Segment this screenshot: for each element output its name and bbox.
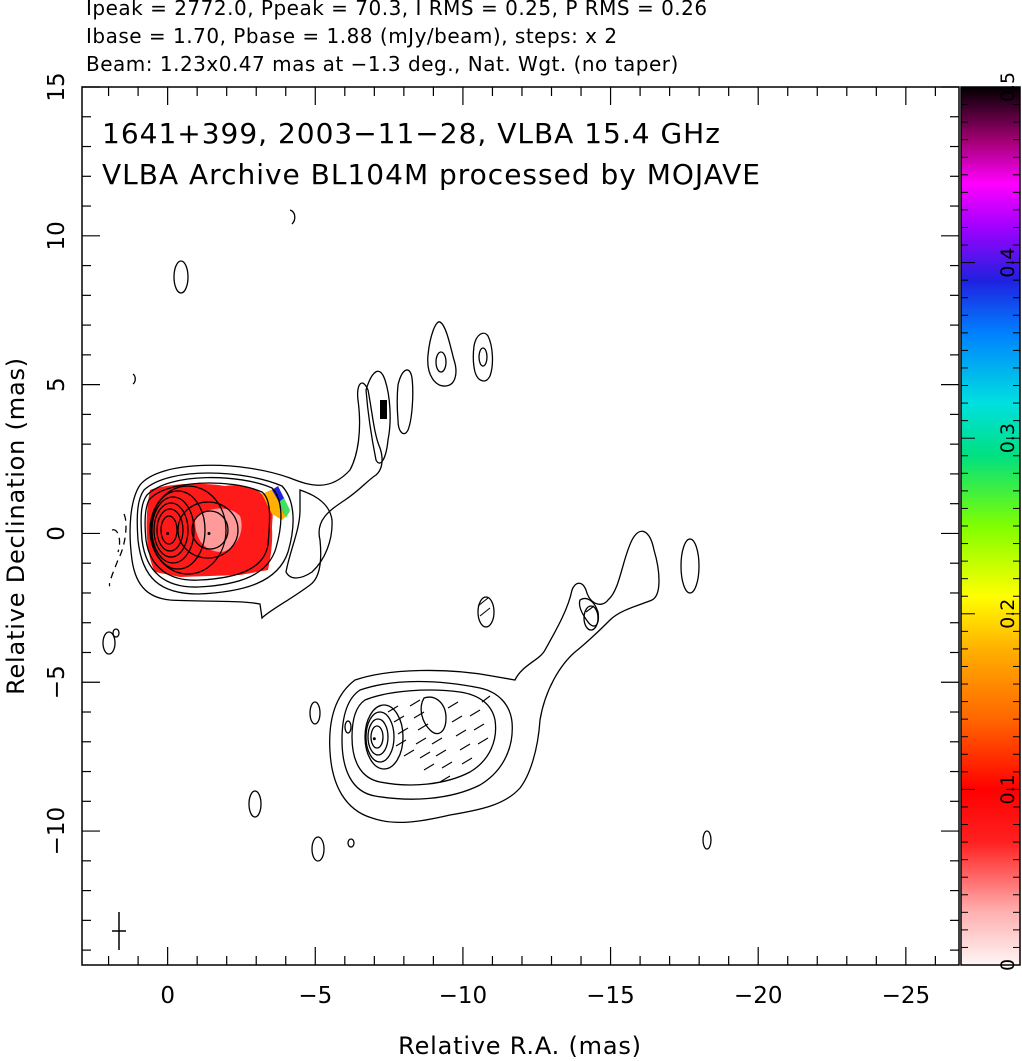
axis-tick-labels: 0 −5 −10 −15 −20 −25 −10 −5 0 5 10 15 xyxy=(44,72,930,1009)
y-tick-label: 15 xyxy=(44,72,70,101)
colorbar-tick-label: 0 xyxy=(997,959,1019,971)
jet-knot-contour-c xyxy=(472,332,494,382)
component-secondary-knot xyxy=(372,737,376,741)
y-tick-label: −10 xyxy=(44,807,70,856)
axis-ticks xyxy=(82,86,959,965)
component-jet-knot xyxy=(207,531,211,535)
y-axis-label: Relative Declination (mas) xyxy=(2,357,30,695)
plot-frame xyxy=(81,86,960,966)
y-tick-label: 5 xyxy=(44,377,70,392)
colorbar-tick-label: 0.1 xyxy=(997,774,1019,804)
polarization-fill-black xyxy=(380,400,387,419)
x-tick-label: −25 xyxy=(882,983,931,1009)
negative-contours xyxy=(108,513,127,587)
polarization-fill-hotspot xyxy=(262,488,290,520)
annotation-line-1: 1641+399, 2003−11−28, VLBA 15.4 GHz xyxy=(102,117,721,150)
south-source-contours xyxy=(329,530,700,823)
x-tick-label: −10 xyxy=(439,983,488,1009)
jet-filament-1 xyxy=(365,370,391,464)
x-tick-label: −15 xyxy=(586,983,635,1009)
beam-marker xyxy=(112,912,126,950)
x-tick-label: −20 xyxy=(734,983,783,1009)
jet-knot-contour-a xyxy=(427,321,457,387)
header-line-3: Beam: 1.23x0.47 mas at −1.3 deg., Nat. W… xyxy=(86,52,679,76)
polarization-fill-pale xyxy=(195,508,242,552)
x-tick-label: 0 xyxy=(160,983,175,1009)
colorbar-ticks: 0 0.1 0.2 0.3 0.4 0.5 xyxy=(961,72,1020,971)
component-core xyxy=(166,531,170,535)
annotation-line-2: VLBA Archive BL104M processed by MOJAVE xyxy=(102,158,761,191)
x-tick-label: −5 xyxy=(298,983,332,1009)
header-line-1: Ipeak = 2772.0, Ppeak = 70.3, I RMS = 0.… xyxy=(86,0,708,20)
jet-filament-2 xyxy=(396,369,414,435)
core-contours xyxy=(136,472,294,595)
y-tick-label: 10 xyxy=(44,221,70,250)
polarization-fill-edge-green xyxy=(279,498,290,518)
y-tick-label: −5 xyxy=(44,665,70,699)
colorbar xyxy=(960,86,1021,966)
jet-knot-contour-b xyxy=(435,351,447,373)
colorbar-tick-label: 0.3 xyxy=(997,423,1019,453)
polarization-vectors xyxy=(387,597,595,783)
header-line-2: Ibase = 1.70, Pbase = 1.88 (mJy/beam), s… xyxy=(86,24,618,48)
colorbar-tick-label: 0.4 xyxy=(997,247,1019,277)
jet-outer-contour xyxy=(129,382,383,620)
jet-mid-contour xyxy=(285,489,333,579)
y-tick-label: 0 xyxy=(44,526,70,541)
x-axis-label: Relative R.A. (mas) xyxy=(398,1032,642,1060)
jet-knot-contour-d xyxy=(478,347,488,367)
colorbar-tick-label: 0.5 xyxy=(997,72,1019,102)
colorbar-tick-label: 0.2 xyxy=(997,599,1019,629)
